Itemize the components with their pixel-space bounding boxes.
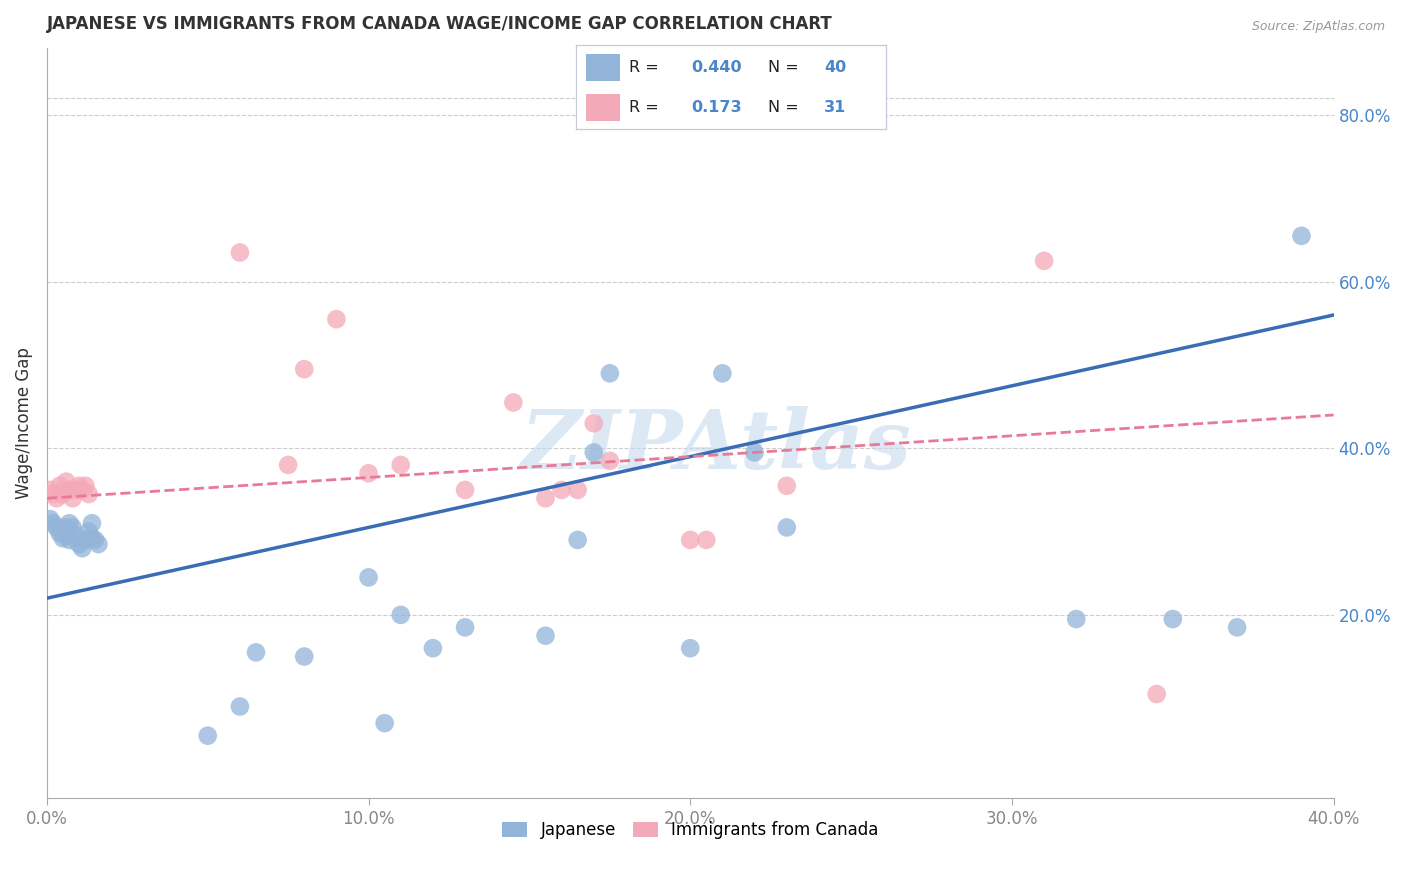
Point	[55, 475, 77, 489]
Point	[197, 729, 219, 743]
Point	[679, 533, 702, 547]
Point	[1291, 228, 1313, 243]
Point	[55, 520, 77, 534]
Point	[582, 417, 605, 431]
Point	[695, 533, 717, 547]
Text: N =: N =	[768, 60, 799, 75]
Point	[502, 395, 524, 409]
Text: 40: 40	[824, 60, 846, 75]
Point	[72, 541, 94, 556]
Point	[42, 487, 65, 501]
Point	[84, 533, 107, 547]
Point	[45, 491, 67, 506]
Point	[229, 245, 252, 260]
Point	[67, 537, 90, 551]
Point	[1226, 620, 1249, 634]
Text: N =: N =	[768, 100, 799, 115]
Text: 31: 31	[824, 100, 846, 115]
Point	[1146, 687, 1168, 701]
Point	[80, 531, 103, 545]
Point	[599, 454, 621, 468]
Y-axis label: Wage/Income Gap: Wage/Income Gap	[15, 347, 32, 500]
Point	[65, 483, 87, 497]
Point	[80, 516, 103, 531]
Point	[389, 607, 412, 622]
Point	[77, 524, 100, 539]
Point	[292, 649, 315, 664]
Point	[550, 483, 572, 497]
Point	[245, 645, 267, 659]
Point	[292, 362, 315, 376]
Point	[277, 458, 299, 472]
Point	[454, 620, 477, 634]
Point	[454, 483, 477, 497]
Point	[39, 483, 62, 497]
Point	[75, 479, 97, 493]
Point	[58, 483, 80, 497]
Point	[776, 479, 799, 493]
Text: 0.173: 0.173	[690, 100, 741, 115]
Point	[422, 641, 444, 656]
Point	[45, 520, 67, 534]
Point	[357, 467, 380, 481]
Point	[52, 487, 75, 501]
Point	[679, 641, 702, 656]
Point	[599, 367, 621, 381]
Point	[1161, 612, 1184, 626]
Point	[52, 531, 75, 545]
Point	[49, 479, 72, 493]
Point	[75, 533, 97, 547]
Point	[65, 529, 87, 543]
Point	[62, 491, 84, 506]
Point	[39, 512, 62, 526]
Text: R =: R =	[628, 100, 659, 115]
Bar	[586, 94, 620, 120]
Point	[776, 520, 799, 534]
Point	[567, 533, 589, 547]
Point	[1064, 612, 1087, 626]
Point	[389, 458, 412, 472]
Point	[62, 520, 84, 534]
Point	[325, 312, 347, 326]
Point	[58, 516, 80, 531]
Point	[42, 516, 65, 531]
Point	[357, 570, 380, 584]
Point	[534, 491, 557, 506]
Point	[55, 529, 77, 543]
Point	[72, 483, 94, 497]
Text: R =: R =	[628, 60, 659, 75]
Point	[77, 487, 100, 501]
Text: Source: ZipAtlas.com: Source: ZipAtlas.com	[1251, 20, 1385, 33]
Legend: Japanese, Immigrants from Canada: Japanese, Immigrants from Canada	[495, 814, 884, 846]
Point	[87, 537, 110, 551]
Point	[58, 533, 80, 547]
Point	[534, 629, 557, 643]
Text: JAPANESE VS IMMIGRANTS FROM CANADA WAGE/INCOME GAP CORRELATION CHART: JAPANESE VS IMMIGRANTS FROM CANADA WAGE/…	[46, 15, 832, 33]
Point	[744, 445, 766, 459]
Point	[67, 479, 90, 493]
Text: 0.440: 0.440	[690, 60, 741, 75]
Bar	[586, 54, 620, 81]
Point	[1033, 253, 1056, 268]
Point	[567, 483, 589, 497]
Text: ZIPAtlas: ZIPAtlas	[520, 406, 911, 486]
Point	[374, 716, 396, 731]
Point	[229, 699, 252, 714]
Point	[49, 526, 72, 541]
Point	[582, 445, 605, 459]
Point	[711, 367, 734, 381]
